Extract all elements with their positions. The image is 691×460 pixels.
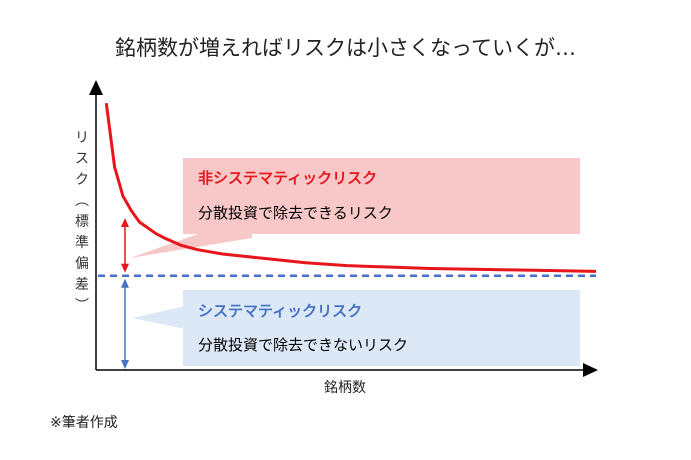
y-axis-label-char: ︶ (75, 298, 89, 314)
x-axis-label: 銘柄数 (324, 380, 366, 396)
y-axis-label-char: 準 (75, 235, 89, 251)
nonsystematic-box (183, 158, 580, 234)
risk-curve (104, 103, 597, 273)
nonsystematic-title: 非システマティックリスク (198, 169, 377, 187)
y-axis-label: リスク ︵ 標準偏差 ︶ (74, 128, 90, 317)
systematic-subtitle: 分散投資で除去できないリスク (198, 336, 408, 354)
red-arrowhead-top (121, 218, 129, 227)
systematic-callout: システマティックリスク 分散投資で除去できないリスク (132, 290, 580, 366)
blue-arrowhead-top (121, 278, 129, 288)
y-axis-label-char: 標 (75, 214, 89, 230)
x-axis-arrowhead (583, 363, 598, 377)
systematic-callout-pointer (132, 305, 190, 330)
systematic-title: システマティックリスク (198, 302, 362, 320)
systematic-arrow (121, 278, 129, 369)
red-arrowhead-bottom (121, 263, 129, 273)
source-note: ※筆者作成 (50, 415, 118, 431)
systematic-box (183, 290, 580, 366)
blue-arrowhead-bottom (121, 360, 129, 369)
y-axis-label-char: ︵ (75, 193, 89, 209)
y-axis-label-char: ス (75, 151, 89, 167)
y-axis-label-char: 差 (75, 277, 89, 293)
nonsystematic-callout: 非システマティックリスク 分散投資で除去できるリスク (130, 158, 580, 258)
nonsystematic-arrow (121, 218, 129, 273)
y-axis-arrowhead (89, 80, 103, 95)
chart-title: 銘柄数が増えればリスクは小さくなっていくが… (115, 36, 576, 60)
y-axis-label-char: ク (75, 172, 89, 188)
y-axis-label-char: リ (75, 130, 89, 146)
y-axis-label-char: 偏 (75, 256, 89, 272)
nonsystematic-subtitle: 分散投資で除去できるリスク (198, 204, 393, 222)
